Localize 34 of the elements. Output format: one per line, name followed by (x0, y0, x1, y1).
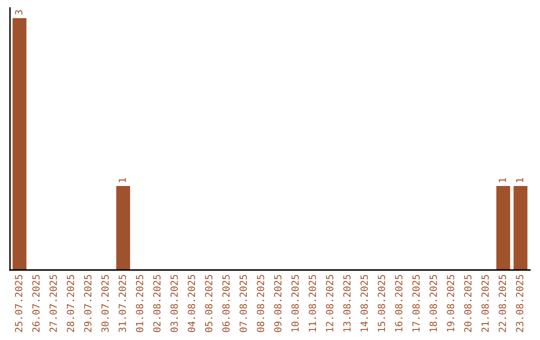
x-tick-label: 17.08.2025 (412, 274, 420, 332)
x-tick-label: 01.08.2025 (136, 274, 144, 332)
data-label: 1 (118, 178, 126, 182)
x-tick-label: 18.08.2025 (430, 274, 437, 332)
x-tick-label: 28.07.2025 (66, 274, 74, 332)
x-tick-label: 09.08.2025 (274, 274, 282, 332)
x-tick-label: 02.08.2025 (153, 274, 161, 332)
x-tick-label: 12.08.2025 (326, 274, 334, 332)
x-tick-label: 10.08.2025 (291, 274, 299, 332)
x-tick-label: 05.08.2025 (205, 274, 212, 332)
data-label: 3 (14, 10, 22, 15)
x-tick-label: 16.08.2025 (395, 274, 402, 332)
x-tick-label: 14.08.2025 (360, 274, 368, 332)
x-tick-label: 03.08.2025 (170, 274, 178, 332)
x-tick-label: 23.08.2025 (516, 274, 524, 332)
x-tick-label: 07.08.2025 (240, 274, 247, 332)
x-tick-label: 19.08.2025 (446, 274, 454, 332)
x-tick-label: 13.08.2025 (343, 274, 351, 332)
x-tick-label: 27.07.2025 (50, 274, 57, 332)
x-tick-label: 08.08.2025 (256, 274, 264, 332)
x-tick-label: 06.08.2025 (222, 274, 230, 332)
x-tick-label: 11.08.2025 (308, 274, 316, 332)
x-tick-label: 15.08.2025 (378, 274, 386, 332)
x-tick-label: 20.08.2025 (464, 274, 472, 332)
x-tick-label: 29.07.2025 (84, 274, 92, 332)
x-tick-label: 31.07.2025 (118, 274, 126, 332)
x-tick-label: 30.07.2025 (101, 274, 109, 332)
data-label: 1 (516, 178, 524, 182)
x-tick-label: 22.08.2025 (498, 274, 506, 332)
data-label: 1 (498, 178, 506, 182)
x-tick-label: 26.07.2025 (32, 274, 40, 332)
x-tick-label: 04.08.2025 (188, 274, 196, 332)
x-tick-label: 21.08.2025 (481, 274, 489, 332)
x-tick-label: 25.07.2025 (14, 274, 22, 332)
